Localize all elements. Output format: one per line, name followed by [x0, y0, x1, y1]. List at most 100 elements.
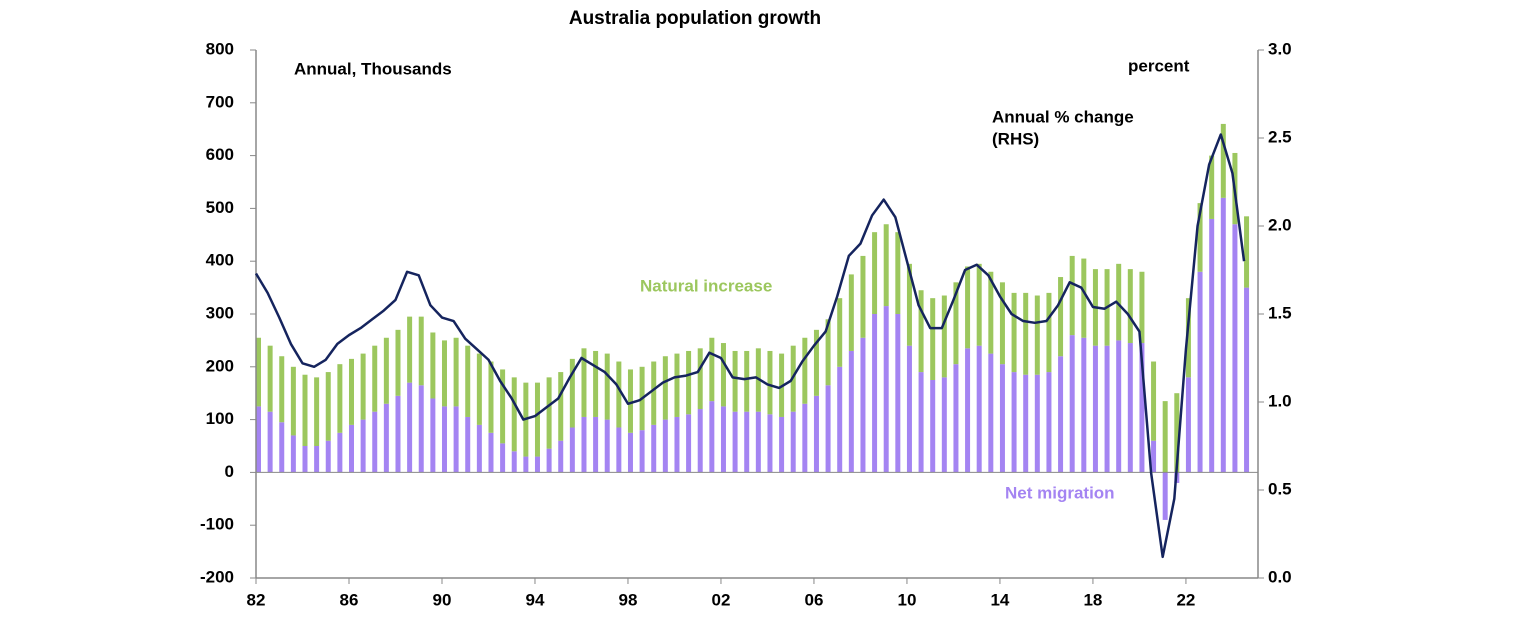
- bar: [837, 298, 843, 367]
- annotation: (RHS): [992, 129, 1039, 148]
- bar: [627, 432, 633, 473]
- bar: [651, 424, 657, 473]
- x-tick-label: 98: [619, 590, 638, 609]
- bar: [895, 232, 901, 314]
- bar: [744, 411, 750, 473]
- bar: [593, 416, 599, 473]
- x-tick-label: 86: [340, 590, 359, 609]
- bar: [500, 443, 506, 473]
- y2-tick-label: 1.0: [1268, 391, 1292, 410]
- bar: [1046, 292, 1052, 373]
- bar: [604, 353, 610, 420]
- bar: [546, 448, 552, 473]
- bar: [779, 416, 785, 473]
- y2-tick-label: 2.0: [1268, 215, 1292, 234]
- y-tick-label: 0: [225, 462, 234, 481]
- bar: [767, 414, 773, 473]
- bar: [1011, 292, 1017, 373]
- bar: [872, 232, 878, 314]
- bar: [930, 298, 936, 380]
- bar: [744, 350, 750, 412]
- bar: [1023, 292, 1029, 375]
- bar: [453, 406, 459, 473]
- bar: [290, 366, 296, 436]
- bar: [1197, 203, 1203, 272]
- bar: [523, 456, 529, 473]
- bar: [732, 350, 738, 412]
- y2-tick-label: 1.5: [1268, 303, 1292, 322]
- bar: [267, 411, 273, 473]
- bar: [720, 343, 726, 407]
- bar: [906, 263, 912, 346]
- y-tick-label: 100: [206, 409, 234, 428]
- bar: [639, 430, 645, 473]
- x-tick-label: 22: [1176, 590, 1195, 609]
- bar: [1197, 271, 1203, 473]
- bar: [1220, 197, 1226, 473]
- x-tick-label: 02: [712, 590, 731, 609]
- bar: [686, 350, 692, 415]
- bar: [325, 440, 331, 473]
- bar: [1116, 263, 1122, 341]
- bar: [569, 358, 575, 428]
- bar: [465, 416, 471, 473]
- bar: [616, 427, 622, 473]
- bar: [348, 424, 354, 473]
- bar: [569, 427, 575, 473]
- y-tick-label: 200: [206, 356, 234, 375]
- bar: [1185, 298, 1191, 378]
- bar: [256, 337, 261, 407]
- y2-tick-label: 0.0: [1268, 567, 1292, 586]
- bar: [1244, 287, 1250, 473]
- bar: [1034, 295, 1040, 375]
- bar: [302, 374, 308, 446]
- bar: [348, 358, 354, 425]
- bar: [372, 345, 378, 412]
- bar: [1232, 224, 1238, 473]
- bar: [999, 364, 1005, 473]
- bar: [953, 364, 959, 473]
- bar: [674, 416, 680, 473]
- bar: [906, 345, 912, 473]
- bar: [860, 255, 866, 338]
- bar: [581, 416, 587, 473]
- y-tick-label: 500: [206, 198, 234, 217]
- bar: [1058, 277, 1064, 357]
- bar: [314, 377, 320, 446]
- bar: [965, 266, 971, 349]
- bar: [860, 337, 866, 473]
- bar: [337, 432, 343, 473]
- bar: [1023, 374, 1029, 473]
- bar: [488, 432, 494, 473]
- bar: [593, 350, 599, 417]
- bar: [383, 337, 389, 404]
- annotation: Annual, Thousands: [294, 59, 452, 78]
- x-tick-label: 90: [433, 590, 452, 609]
- bar: [1058, 356, 1064, 473]
- bar: [383, 403, 389, 473]
- bar: [848, 274, 854, 351]
- chart-title: Australia population growth: [569, 8, 821, 29]
- bar: [325, 372, 331, 441]
- y-tick-label: 400: [206, 251, 234, 270]
- bar: [1011, 372, 1017, 473]
- bar: [1069, 335, 1075, 473]
- bar: [546, 377, 552, 449]
- bar: [534, 382, 540, 457]
- bar: [1092, 345, 1098, 473]
- bar: [872, 314, 878, 473]
- bar: [441, 340, 447, 407]
- y-tick-label: 300: [206, 303, 234, 322]
- bar: [511, 377, 517, 452]
- bar: [453, 337, 459, 407]
- annotation: Annual % change: [992, 107, 1134, 126]
- bar: [558, 440, 564, 473]
- bar: [534, 456, 540, 473]
- bar: [674, 353, 680, 417]
- bar: [709, 337, 715, 402]
- bar: [1174, 393, 1180, 473]
- bar: [476, 353, 482, 425]
- bar: [930, 380, 936, 473]
- bar: [790, 411, 796, 473]
- bar: [988, 353, 994, 473]
